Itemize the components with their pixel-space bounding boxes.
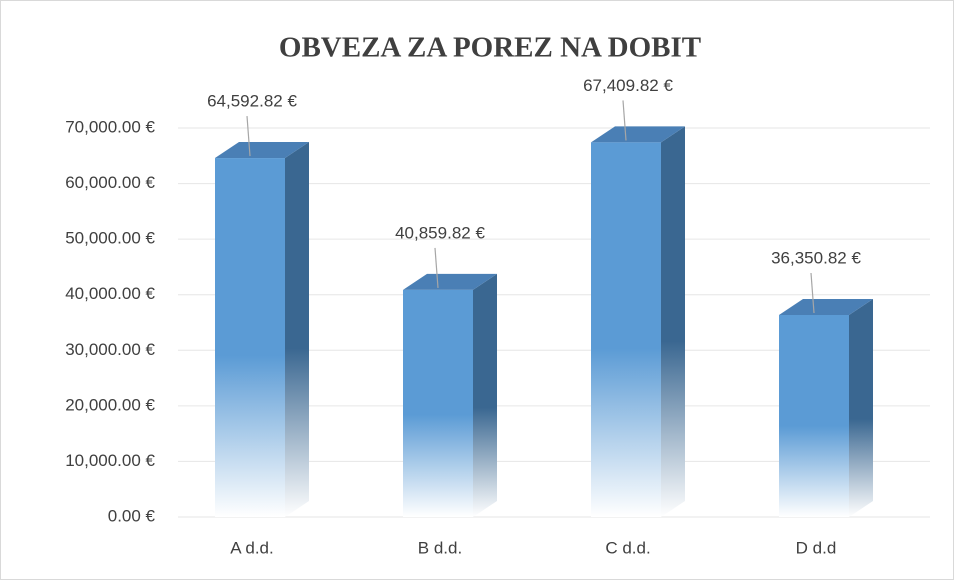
- bar: [403, 273, 497, 517]
- bar-top: [403, 273, 497, 290]
- leader-line: [246, 116, 251, 157]
- chart-title: OBVEZA ZA POREZ NA DOBIT: [279, 32, 701, 64]
- bar-side: [285, 142, 309, 518]
- y-tick-label: 0.00 €: [108, 506, 156, 525]
- y-tick-label: 40,000.00 €: [65, 284, 155, 303]
- bar-side: [473, 273, 497, 517]
- bar-top: [215, 142, 309, 159]
- bar: [591, 126, 685, 518]
- x-tick-label: A d.d.: [230, 538, 273, 557]
- bar-side: [849, 298, 873, 517]
- x-tick-label: B d.d.: [418, 538, 462, 557]
- y-tick-label: 10,000.00 €: [65, 451, 155, 470]
- bar-top: [591, 126, 685, 143]
- leader-line: [434, 247, 439, 288]
- value-label: 40,859.82 €: [395, 223, 485, 242]
- x-tick-label: C d.d.: [605, 538, 650, 557]
- bar-top: [779, 298, 873, 315]
- bar-side: [661, 126, 685, 518]
- bar-front: [215, 158, 285, 518]
- bar: [779, 298, 873, 517]
- y-tick-label: 70,000.00 €: [65, 117, 155, 136]
- leader-line: [622, 100, 627, 141]
- value-label: 64,592.82 €: [207, 92, 297, 111]
- bar: [215, 142, 309, 518]
- leader-line: [810, 272, 815, 314]
- value-label: 36,350.82 €: [771, 248, 861, 267]
- bar-front: [591, 142, 661, 518]
- bar-front: [779, 314, 849, 517]
- y-tick-label: 30,000.00 €: [65, 340, 155, 359]
- y-tick-label: 60,000.00 €: [65, 173, 155, 192]
- bar-front: [403, 289, 473, 517]
- y-tick-label: 50,000.00 €: [65, 229, 155, 248]
- value-label: 67,409.82 €: [583, 76, 673, 95]
- y-tick-label: 20,000.00 €: [65, 395, 155, 414]
- x-tick-label: D d.d: [796, 538, 837, 557]
